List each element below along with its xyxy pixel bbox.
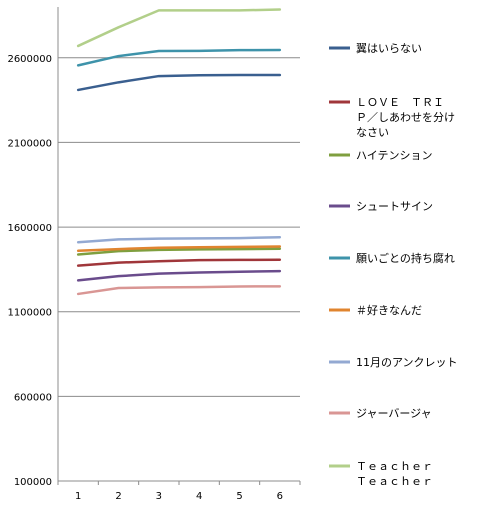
gridlines [58, 57, 300, 397]
series-line [76, 235, 282, 244]
series-line [76, 285, 282, 296]
x-tick-label: 3 [156, 491, 162, 502]
x-tick-label: 1 [75, 491, 81, 502]
y-tick-label: 2100000 [7, 138, 52, 149]
series-lines [76, 8, 282, 296]
x-tick-label: 6 [277, 491, 283, 502]
series-line [76, 48, 282, 67]
legend-label: 11月のアンクレット [356, 356, 458, 369]
x-tick-label: 4 [196, 491, 202, 502]
legend-label: なさい [356, 126, 389, 139]
legend-label: 翼はいらない [356, 42, 422, 55]
y-axis-ticks: 100000 600000 1100000 1600000 2100000 2600000 [7, 54, 52, 488]
series-line [76, 73, 282, 92]
series-line [76, 8, 282, 48]
y-tick-label: 600000 [14, 392, 52, 403]
legend-label: ハイテンション [356, 149, 433, 162]
legend-label: 願いごとの持ち腐れ [356, 251, 455, 265]
x-tick-label: 2 [115, 491, 121, 502]
series-line [76, 247, 282, 256]
legend-label: Ｐ／しあわせを分け [356, 111, 455, 124]
y-tick-label: 1600000 [7, 223, 52, 234]
series-line [76, 258, 282, 267]
legend-label: ジャーバージャ [356, 407, 432, 420]
legend: 翼はいらない ＬＯＶＥ ＴＲＩ Ｐ／しあわせを分けなさいハイテンションシュートサイン… [329, 42, 458, 488]
legend-label: ＬＯＶＥ ＴＲＩ [356, 96, 444, 109]
legend-label: Ｔｅａｃｈｅｒ [356, 460, 433, 473]
x-axis-ticks: 1 2 3 4 5 6 [57, 481, 301, 502]
series-line [76, 269, 282, 282]
y-tick-label: 2600000 [7, 54, 52, 65]
x-tick-label: 5 [236, 491, 242, 502]
legend-label: シュートサイン [356, 200, 433, 213]
y-tick-label: 1100000 [7, 308, 52, 319]
series-line [76, 245, 282, 253]
y-tick-label: 100000 [14, 477, 52, 488]
legend-label: ＃好きなんだ [356, 303, 422, 317]
axes [57, 7, 300, 482]
legend-label: Ｔｅａｃｈｅｒ [356, 475, 433, 488]
